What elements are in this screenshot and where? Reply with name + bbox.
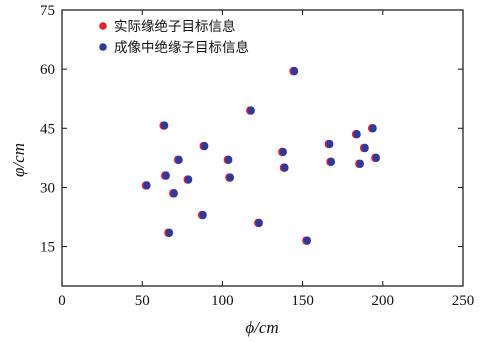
y-axis: 15 30 45 60 75 bbox=[40, 3, 463, 256]
point-imaging bbox=[162, 171, 170, 180]
point-imaging bbox=[175, 155, 183, 165]
y-axis-title: φ/cm bbox=[9, 143, 28, 177]
x-tick-label: 100 bbox=[211, 293, 234, 309]
point-imaging bbox=[170, 189, 178, 198]
point-imaging bbox=[326, 139, 334, 149]
x-tick-label: 200 bbox=[372, 293, 395, 309]
point-imaging bbox=[185, 175, 193, 184]
point-imaging bbox=[226, 173, 235, 182]
point-imaging bbox=[255, 218, 263, 228]
x-tick-label: 250 bbox=[452, 293, 475, 309]
point-imaging bbox=[353, 130, 361, 139]
point-imaging bbox=[290, 66, 299, 76]
point-imaging bbox=[281, 163, 289, 172]
legend: 实际缘绝子目标信息 成像中绝缘子目标信息 bbox=[99, 18, 249, 56]
x-axis: 0 50 100 150 200 250 bbox=[58, 10, 474, 309]
y-tick-label: 45 bbox=[40, 121, 55, 137]
point-imaging bbox=[143, 181, 151, 190]
legend-marker-imaging bbox=[99, 43, 107, 51]
y-tick-label: 30 bbox=[40, 180, 55, 196]
point-imaging bbox=[327, 157, 336, 166]
point-imaging bbox=[361, 143, 369, 153]
y-tick-label: 15 bbox=[40, 240, 55, 256]
data-points bbox=[141, 66, 380, 245]
y-tick-label: 60 bbox=[40, 62, 55, 78]
legend-entry-actual: 实际缘绝子目标信息 bbox=[99, 18, 236, 35]
legend-label-imaging: 成像中绝缘子目标信息 bbox=[114, 39, 249, 56]
x-tick-label: 150 bbox=[291, 293, 314, 309]
legend-label-actual: 实际缘绝子目标信息 bbox=[114, 18, 236, 35]
legend-marker-actual bbox=[99, 22, 107, 30]
x-axis-title: ϕ/cm bbox=[245, 318, 278, 337]
point-imaging bbox=[369, 124, 377, 133]
point-imaging bbox=[161, 121, 169, 130]
y-tick-label: 75 bbox=[40, 3, 55, 19]
point-imaging bbox=[279, 147, 287, 157]
point-imaging bbox=[165, 228, 174, 237]
point-imaging bbox=[247, 106, 255, 115]
point-imaging bbox=[201, 141, 209, 151]
point-imaging bbox=[303, 236, 312, 245]
x-tick-label: 50 bbox=[135, 293, 150, 309]
point-imaging bbox=[372, 153, 380, 163]
legend-entry-imaging: 成像中绝缘子目标信息 bbox=[99, 39, 249, 56]
point-imaging bbox=[199, 210, 207, 220]
x-tick-label: 0 bbox=[58, 293, 66, 309]
point-imaging bbox=[356, 159, 364, 168]
plot-frame bbox=[61, 9, 464, 287]
point-imaging bbox=[225, 155, 233, 165]
